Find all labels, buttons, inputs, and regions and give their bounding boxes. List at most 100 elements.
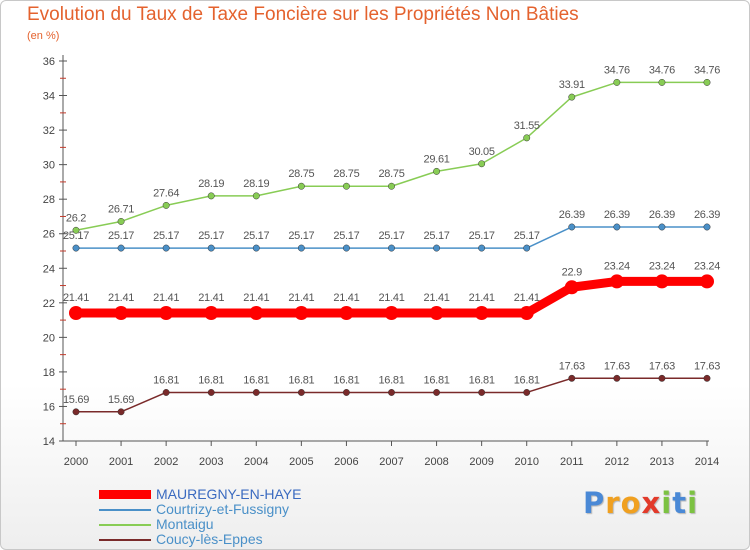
logo-letter: o bbox=[620, 486, 642, 520]
data-label: 33.91 bbox=[559, 79, 585, 91]
data-label: 34.76 bbox=[604, 64, 630, 76]
legend-label: MAUREGNY-EN-HAYE bbox=[156, 486, 302, 502]
legend-swatch bbox=[99, 490, 151, 499]
data-point bbox=[69, 306, 83, 321]
x-tick-label: 2001 bbox=[109, 456, 133, 468]
data-point bbox=[384, 306, 399, 321]
data-label: 26.2 bbox=[66, 212, 86, 224]
x-tick-label: 2008 bbox=[424, 456, 448, 468]
data-point bbox=[433, 389, 441, 396]
data-label: 28.75 bbox=[378, 168, 404, 180]
data-label: 25.17 bbox=[424, 230, 450, 242]
y-tick-label: 28 bbox=[43, 194, 55, 206]
data-label: 17.63 bbox=[559, 360, 585, 372]
data-label: 16.81 bbox=[198, 374, 224, 386]
data-point bbox=[388, 389, 395, 396]
data-point bbox=[703, 223, 711, 231]
data-point bbox=[568, 93, 576, 101]
x-tick-label: 2011 bbox=[560, 456, 584, 468]
data-point bbox=[297, 244, 305, 252]
data-label: 25.17 bbox=[108, 230, 134, 242]
x-tick-label: 2000 bbox=[64, 456, 88, 468]
logo-letter: x bbox=[641, 486, 662, 520]
data-point bbox=[609, 274, 624, 289]
logo-letter: r bbox=[605, 486, 621, 520]
data-label: 21.41 bbox=[424, 292, 450, 304]
data-label: 26.71 bbox=[108, 203, 134, 215]
data-label: 21.41 bbox=[198, 292, 224, 304]
legend-swatch bbox=[99, 524, 151, 526]
chart-title: Evolution du Taux de Taxe Foncière sur l… bbox=[27, 4, 579, 25]
data-label: 28.75 bbox=[333, 168, 359, 180]
data-label: 31.55 bbox=[514, 120, 540, 132]
data-point bbox=[297, 389, 305, 396]
data-point bbox=[339, 306, 354, 321]
x-tick-label: 2007 bbox=[379, 456, 403, 468]
data-point bbox=[207, 389, 215, 396]
logo-letter: i bbox=[661, 486, 673, 520]
data-label: 23.24 bbox=[604, 260, 630, 272]
data-point bbox=[703, 374, 711, 382]
data-label: 25.17 bbox=[333, 230, 359, 242]
line-chart: 14 16 18 20 22 24 26 28 30 32 34 36 2000 2001 2002 2003… bbox=[43, 55, 720, 468]
data-label: 16.81 bbox=[288, 374, 314, 386]
data-point bbox=[613, 223, 621, 231]
data-point bbox=[654, 274, 669, 289]
data-point bbox=[474, 306, 489, 321]
legend-swatch bbox=[99, 539, 151, 541]
proxiti-logo: Proxiti bbox=[583, 486, 698, 520]
data-point bbox=[658, 78, 666, 86]
data-point bbox=[523, 244, 531, 252]
data-label: 23.24 bbox=[649, 260, 675, 272]
data-label: 25.17 bbox=[469, 230, 495, 242]
data-label: 28.19 bbox=[198, 178, 224, 190]
data-point bbox=[162, 244, 170, 252]
data-label: 16.81 bbox=[333, 374, 359, 386]
data-point bbox=[478, 244, 486, 252]
data-label: 26.39 bbox=[559, 209, 585, 221]
data-point bbox=[700, 274, 714, 289]
data-label: 28.75 bbox=[288, 168, 314, 180]
x-tick-label: 2013 bbox=[650, 456, 674, 468]
data-point bbox=[388, 244, 395, 252]
data-label: 15.69 bbox=[63, 394, 89, 406]
data-label: 25.17 bbox=[288, 230, 314, 242]
data-point bbox=[252, 244, 260, 252]
x-tick-label: 2005 bbox=[289, 456, 313, 468]
data-label: 21.41 bbox=[153, 292, 179, 304]
data-point bbox=[658, 223, 666, 231]
data-point bbox=[613, 78, 621, 86]
data-label: 26.39 bbox=[649, 209, 675, 221]
data-label: 25.17 bbox=[514, 230, 540, 242]
data-label: 21.41 bbox=[63, 292, 89, 304]
data-point bbox=[117, 244, 125, 252]
data-label: 21.41 bbox=[108, 292, 134, 304]
y-tick-label: 34 bbox=[43, 91, 55, 103]
data-point bbox=[297, 182, 305, 190]
data-label: 21.41 bbox=[243, 292, 269, 304]
data-point bbox=[114, 306, 129, 321]
data-point bbox=[162, 201, 170, 209]
data-label: 16.81 bbox=[514, 374, 540, 386]
data-label: 21.41 bbox=[333, 292, 359, 304]
y-tick-label: 16 bbox=[43, 401, 55, 413]
data-label: 22.9 bbox=[562, 266, 582, 278]
data-point bbox=[523, 389, 531, 396]
data-point bbox=[523, 134, 531, 142]
logo-letter: P bbox=[583, 486, 606, 520]
data-point bbox=[117, 218, 125, 225]
data-label: 34.76 bbox=[694, 64, 720, 76]
data-label: 29.61 bbox=[424, 153, 450, 165]
x-tick-label: 2002 bbox=[154, 456, 178, 468]
data-point bbox=[429, 306, 444, 321]
data-label: 28.19 bbox=[243, 178, 269, 190]
data-point bbox=[159, 306, 174, 321]
data-label: 21.41 bbox=[378, 292, 404, 304]
data-point bbox=[433, 167, 441, 175]
data-label: 16.81 bbox=[424, 374, 450, 386]
data-point bbox=[204, 306, 219, 321]
y-tick-label: 22 bbox=[43, 298, 55, 310]
data-point bbox=[478, 160, 486, 168]
data-point bbox=[433, 244, 441, 252]
